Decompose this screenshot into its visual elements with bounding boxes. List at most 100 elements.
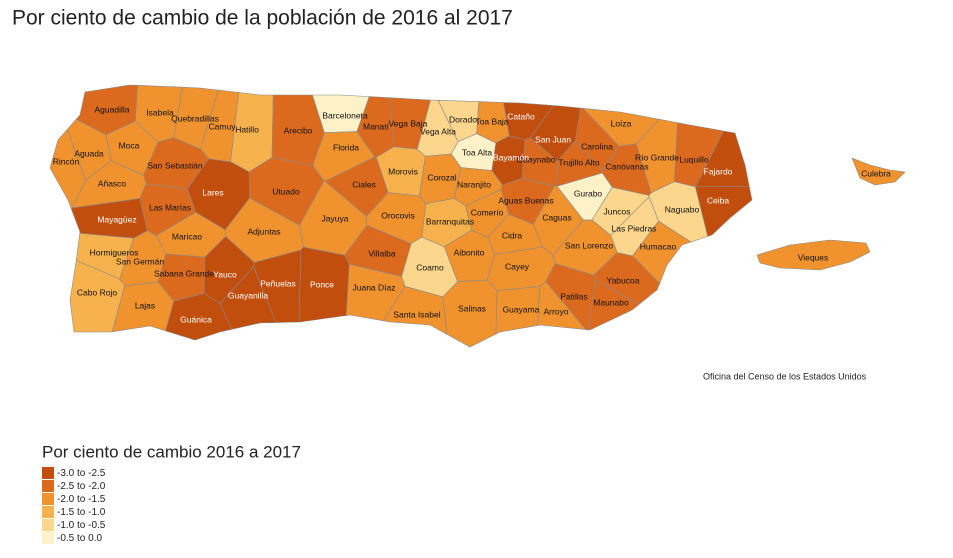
municipality [593,252,660,305]
municipality-label: Patillas [560,291,587,301]
legend-label: -1.5 to -1.0 [57,507,106,518]
municipality-label: Yauco [213,269,237,279]
municipality-label: Ciales [352,179,376,189]
legend-title: Por ciento de cambio 2016 a 2017 [42,442,301,461]
municipality-label: Lares [202,187,223,197]
municipality-label: Maunabo [593,297,629,307]
municipality-label: San Sebastián [147,160,203,170]
municipality-label: Fajardo [704,166,733,176]
municipality-label: Guayama [503,304,540,314]
municipality-label: Vega Baja [389,118,428,128]
municipality [851,157,906,186]
municipality-label: Coamo [416,262,444,272]
municipality-label: Río Grande [635,152,679,162]
municipality-label: Hatillo [235,124,259,134]
municipality-label: Arecibo [284,125,313,135]
municipality [165,292,233,341]
municipality-label: Cataño [507,111,535,121]
municipality-label: Isabela [146,107,174,117]
legend-swatch [42,480,54,492]
municipality-label: Comerío [471,207,504,217]
legend-swatch [42,467,54,479]
legend-swatch [42,493,54,505]
municipality-label: Las Marías [149,202,191,212]
municipality-label: Ponce [310,279,334,289]
municipality-label: Utuado [272,186,300,196]
municipality-label: Aibonito [454,247,485,257]
municipality-label: Morovis [388,166,418,176]
legend-label: -3.0 to -2.5 [57,468,106,479]
municipality-label: Dorado [449,114,477,124]
municipality-label: Las Piedras [612,223,657,233]
municipality-label: Guánica [180,314,212,324]
municipality-label: Aguada [74,148,104,158]
municipality [756,239,871,271]
title: Por ciento de cambio de la población de … [12,7,513,30]
municipality-label: Moca [119,140,140,150]
municipality-label: Añasco [98,178,127,188]
municipality-label: Arroyo [543,306,568,316]
municipality-label: Barceloneta [322,110,368,120]
legend-label: -1.0 to -0.5 [57,520,106,531]
municipality-label: Juncos [604,206,631,216]
municipality-label: Maricao [172,231,203,241]
municipality-label: Cidra [502,230,523,240]
municipality-label: Mayagüez [97,214,136,224]
municipality [695,130,750,187]
municipality-label: Cabo Rojo [77,287,117,297]
municipality-label: Luquillo [679,154,709,164]
municipality-label: Culebra [861,168,891,178]
municipality [298,246,350,323]
legend-label: -2.0 to -1.5 [57,494,106,505]
municipality-label: Carolina [581,141,613,151]
municipality-label: Caguas [542,212,571,222]
municipality-label: Humacao [640,241,677,251]
municipality-label: Vieques [798,252,829,262]
municipality-label: Florida [333,142,359,152]
municipality-label: Toa Baja [475,116,508,126]
municipality-label: Camuy [209,121,237,131]
municipality-label: Barranquitas [426,216,474,226]
source: Oficina del Censo de los Estados Unidos [703,371,867,381]
municipality-label: Naguabo [665,204,700,214]
municipality-label: San Lorenzo [565,240,613,250]
municipality-label: San Germán [116,256,164,266]
municipality-label: Hormigueros [90,247,139,257]
municipality-label: Aguadilla [95,104,130,114]
municipality [694,186,753,237]
legend-swatch [42,519,54,531]
legend-swatch [42,532,54,544]
legend-swatch [42,506,54,518]
municipality-label: San Juan [535,134,571,144]
municipality-label: Villalba [368,248,396,258]
municipality-label: Orocovis [381,210,415,220]
municipality-label: Sabana Grande [154,268,214,278]
municipality-label: Yabucoa [607,275,640,285]
municipality-label: Cayey [505,261,530,271]
municipality-label: Bayamón [493,152,529,162]
municipality-label: Rincón [53,156,80,166]
municipality-label: Peñuelas [260,278,295,288]
legend-label: -0.5 to 0.0 [57,533,102,544]
municipality-label: Guaynabo [516,154,555,164]
municipality-label: Gurabo [574,188,603,198]
legend-label: -2.5 to -2.0 [57,481,106,492]
municipality-label: Juana Díaz [353,282,396,292]
municipality-label: Quebradillas [171,113,219,123]
municipality-label: Aguas Buenas [498,195,553,205]
municipality-label: Jayuya [322,213,349,223]
municipality-label: Salinas [458,303,486,313]
municipality-label: Manatí [363,121,390,131]
municipality-label: Vega Alta [420,126,456,136]
municipality-label: Santa Isabel [393,309,440,319]
municipality-label: Adjuntas [247,226,280,236]
municipality-label: Guayanilla [228,290,268,300]
municipality-label: Trujillo Alto [558,157,600,167]
municipality-label: Ceiba [707,195,729,205]
legend: -3.0 to -2.5 -2.5 to -2.0 -2.0 to -1.5 -1.5… [42,467,106,544]
municipality-label: Lajas [135,300,155,310]
municipality-label: Corozal [427,172,456,182]
municipality-label: Naranjito [457,179,491,189]
